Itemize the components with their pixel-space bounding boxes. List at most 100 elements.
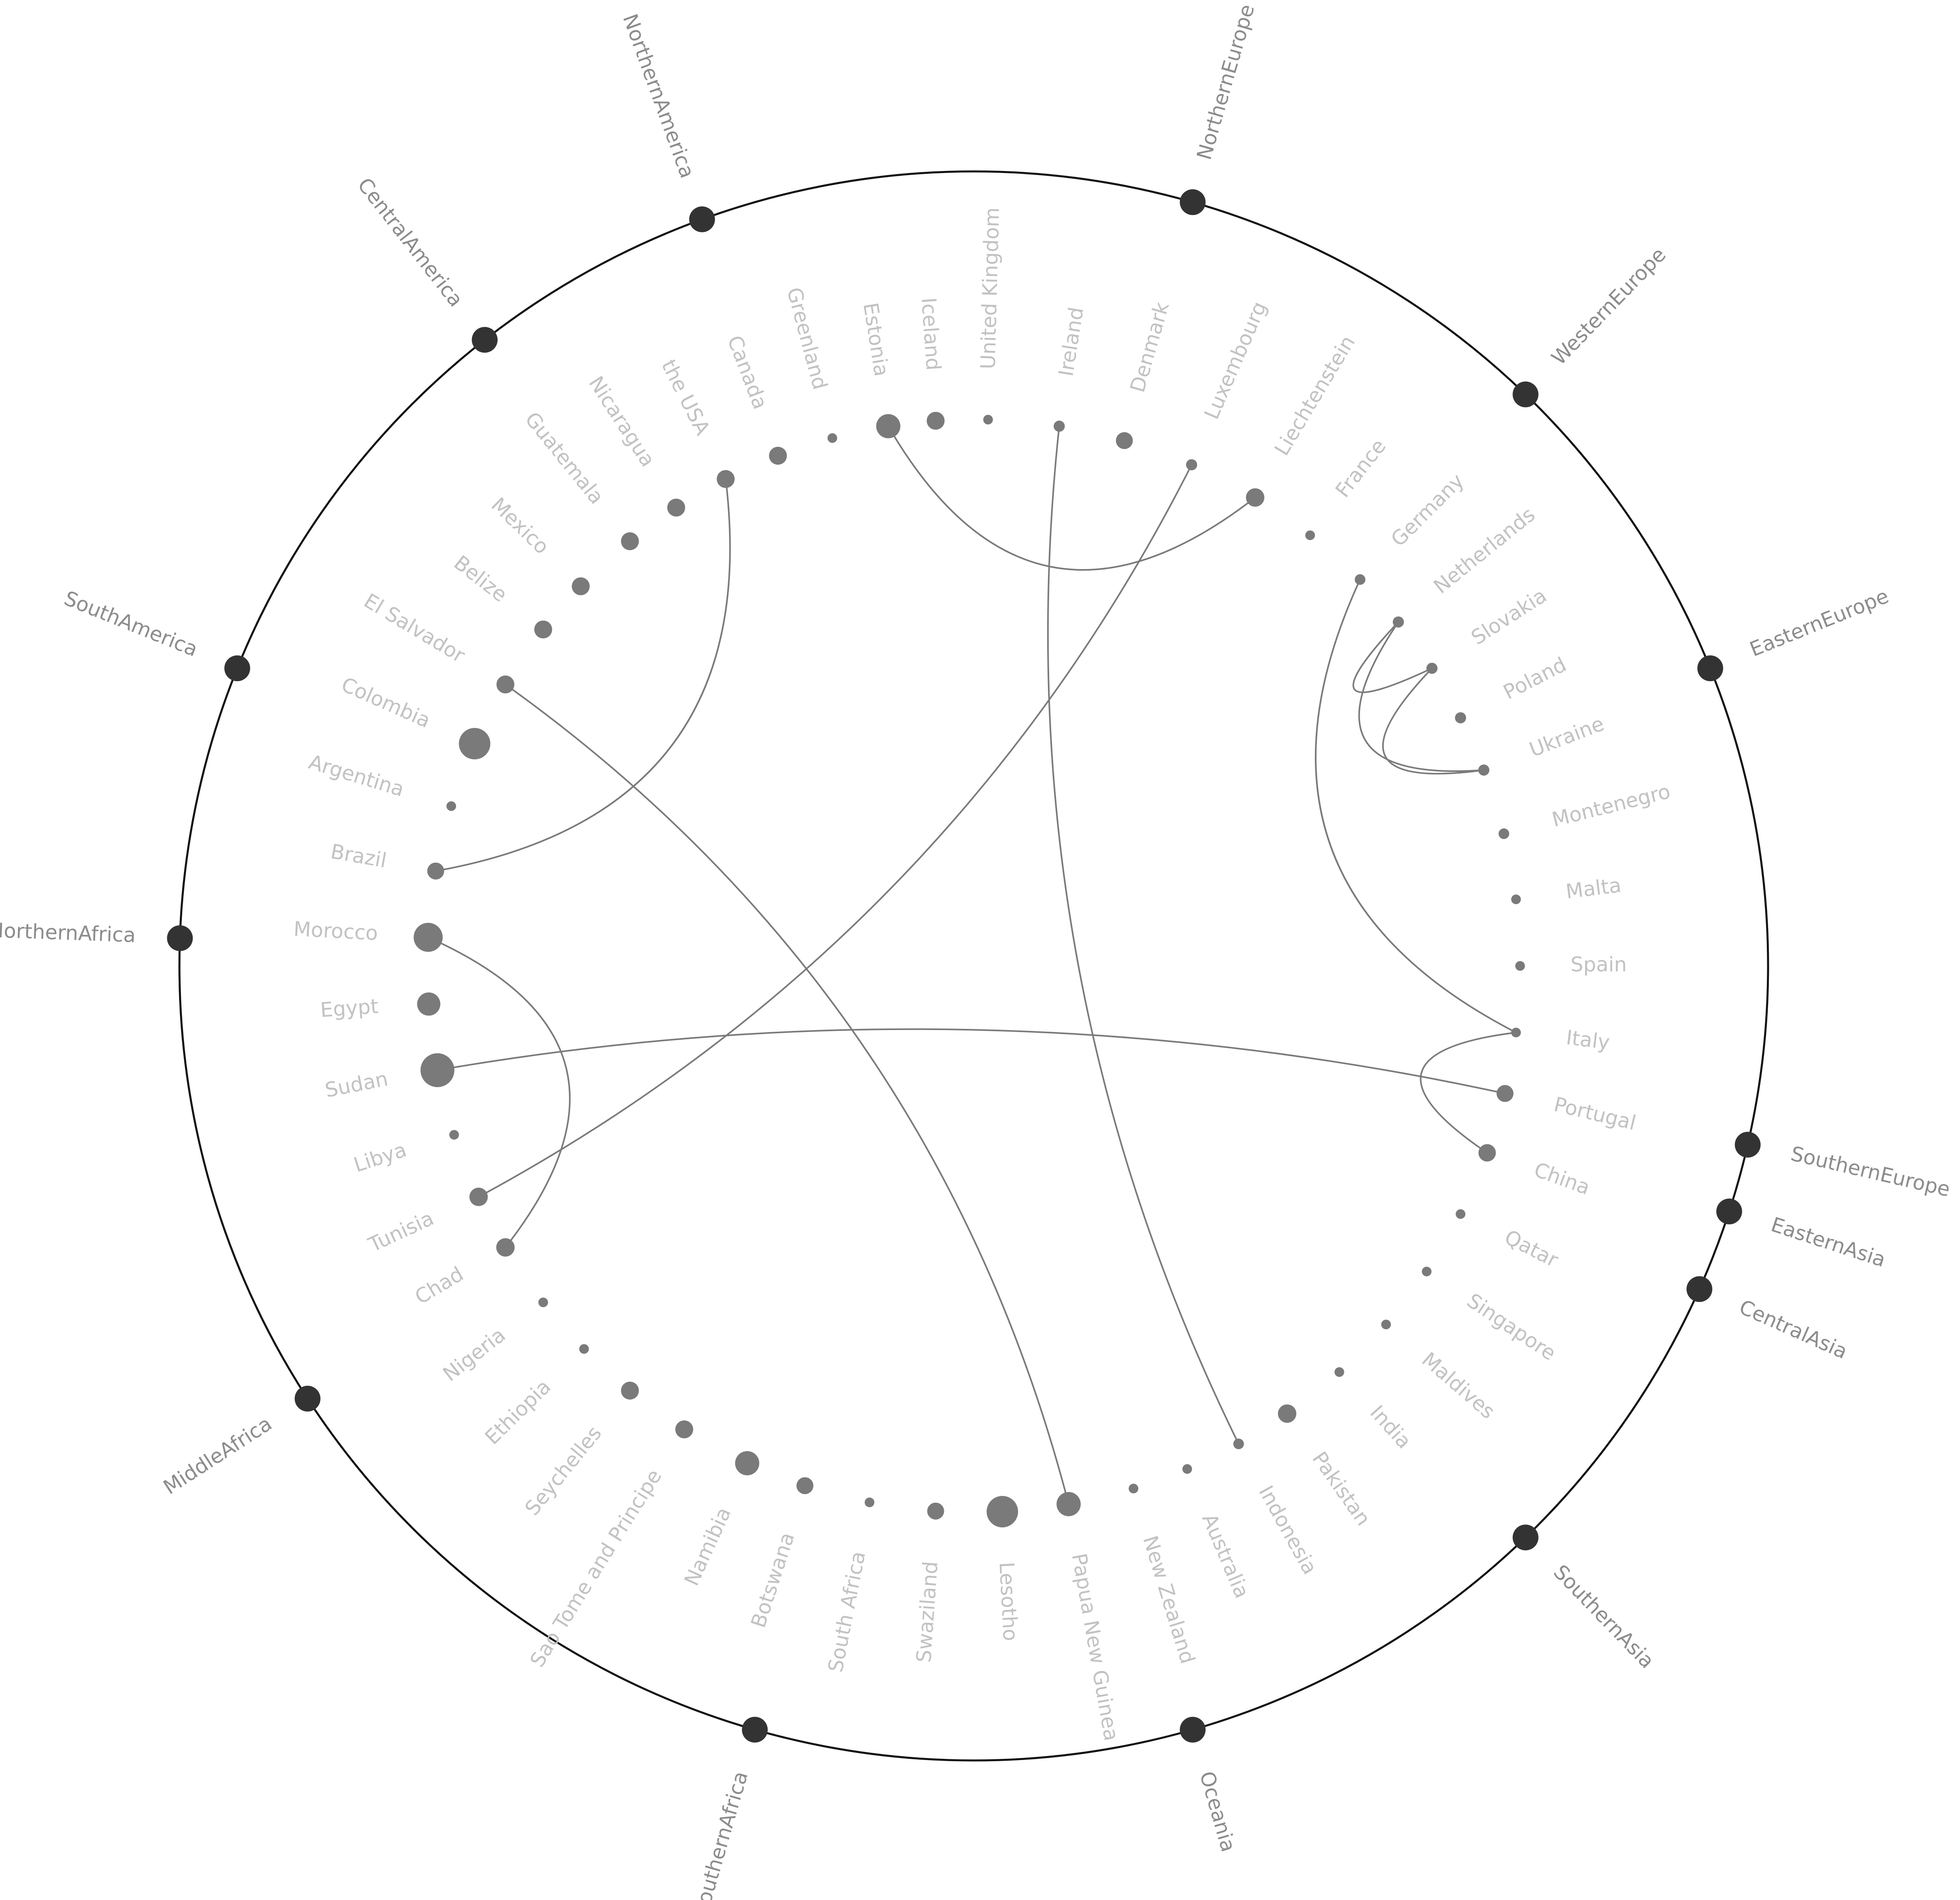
node-estonia[interactable] — [876, 414, 900, 438]
node-slovakia[interactable] — [1426, 663, 1438, 674]
node-maldives[interactable] — [1381, 1320, 1391, 1329]
country-label-montenegro: Montenegro — [1550, 780, 1673, 832]
country-label-papua-new-guinea: Papua New Guinea — [1067, 1552, 1123, 1743]
node-montenegro[interactable] — [1498, 828, 1509, 839]
node-namibia[interactable] — [735, 1451, 760, 1475]
node-poland[interactable] — [1455, 712, 1466, 724]
region-label-easterneurope: EasternEurope — [1746, 584, 1892, 661]
link-slovakia-to-ukraine — [1382, 667, 1484, 775]
node-india[interactable] — [1334, 1367, 1344, 1377]
region-marker-northernafrica[interactable] — [167, 925, 193, 951]
node-egypt[interactable] — [417, 992, 441, 1016]
node-belize[interactable] — [534, 620, 552, 639]
country-label-seychelles: Seychelles — [521, 1422, 606, 1520]
region-marker-northerneurope[interactable] — [1180, 189, 1206, 215]
country-label-estonia: Estonia — [859, 301, 894, 378]
node-brazil[interactable] — [427, 862, 444, 880]
region-label-northerneurope: NorthernEurope — [1192, 2, 1259, 162]
node-singapore[interactable] — [1422, 1266, 1432, 1276]
region-marker-centralamerica[interactable] — [472, 327, 498, 353]
node-portugal[interactable] — [1496, 1085, 1514, 1102]
country-label-liechtenstein: Liechtenstein — [1270, 332, 1360, 460]
region-marker-middleafrica[interactable] — [294, 1385, 321, 1412]
country-label-belize: Belize — [450, 551, 512, 607]
node-luxembourg[interactable] — [1186, 459, 1198, 471]
node-spain[interactable] — [1515, 961, 1525, 971]
country-labels-layer: United Kingdom Ireland Denmark LuxembourgLi… — [293, 207, 1673, 1742]
node-south-africa[interactable] — [864, 1497, 875, 1508]
node-malta[interactable] — [1511, 894, 1521, 904]
node-argentina[interactable] — [446, 801, 456, 811]
country-label-morocco: Morocco — [293, 917, 379, 945]
node-seychelles[interactable] — [621, 1381, 639, 1400]
region-marker-oceania[interactable] — [1180, 1716, 1206, 1743]
node-tunisia[interactable] — [469, 1187, 488, 1206]
node-ireland[interactable] — [1054, 420, 1065, 432]
region-label-southamerica: SouthAmerica — [61, 586, 201, 661]
country-label-spain: Spain — [1570, 953, 1627, 976]
node-botswana[interactable] — [796, 1477, 814, 1494]
node-pakistan[interactable] — [1278, 1404, 1296, 1423]
link-ireland-to-indonesia — [1047, 426, 1239, 1444]
link-sudan-to-portugal — [437, 1028, 1506, 1095]
node-lesotho[interactable] — [986, 1496, 1018, 1528]
country-label-colombia: Colombia — [338, 673, 434, 733]
region-marker-easternasia[interactable] — [1716, 1198, 1742, 1224]
region-marker-southerneurope[interactable] — [1735, 1132, 1761, 1158]
link-el-salvador-to-papua-new-guinea — [505, 684, 1070, 1504]
node-netherlands[interactable] — [1393, 616, 1404, 628]
region-marker-westerneurope[interactable] — [1512, 381, 1539, 407]
region-marker-northernamerica[interactable] — [689, 206, 715, 232]
region-marker-southernafrica[interactable] — [742, 1716, 768, 1743]
node-colombia[interactable] — [459, 728, 491, 759]
node-sudan[interactable] — [420, 1053, 454, 1087]
node-chad[interactable] — [496, 1238, 515, 1257]
node-mexico[interactable] — [572, 577, 590, 595]
node-sao-tome-and-principe[interactable] — [675, 1420, 694, 1439]
country-label-new-zealand: New Zealand — [1138, 1533, 1200, 1666]
node-iceland[interactable] — [927, 412, 945, 430]
node-papua-new-guinea[interactable] — [1056, 1492, 1081, 1516]
country-label-chad: Chad — [411, 1262, 467, 1309]
link-the-usa-to-brazil — [435, 479, 731, 872]
node-guatemala[interactable] — [621, 532, 639, 551]
country-label-tunisia: Tunisia — [365, 1206, 437, 1257]
country-label-swaziland: Swaziland — [912, 1560, 942, 1663]
node-italy[interactable] — [1511, 1028, 1521, 1038]
node-france[interactable] — [1305, 530, 1315, 540]
node-nigeria[interactable] — [538, 1297, 548, 1308]
node-china[interactable] — [1478, 1144, 1496, 1162]
node-ukraine[interactable] — [1478, 764, 1489, 776]
link-germany-to-italy — [1315, 579, 1516, 1033]
region-label-middleafrica: MiddleAfrica — [159, 1412, 276, 1499]
node-indonesia[interactable] — [1233, 1438, 1244, 1450]
node-united-kingdom[interactable] — [983, 415, 993, 425]
node-greenland[interactable] — [827, 433, 837, 443]
country-label-mexico: Mexico — [487, 493, 554, 559]
node-ethiopia[interactable] — [579, 1344, 589, 1354]
node-liechtenstein[interactable] — [1246, 488, 1264, 507]
node-denmark[interactable] — [1116, 432, 1133, 449]
node-nicaragua[interactable] — [667, 498, 685, 517]
country-label-iceland: Iceland — [917, 297, 945, 371]
node-germany[interactable] — [1354, 574, 1366, 585]
region-marker-southamerica[interactable] — [224, 655, 250, 681]
node-australia[interactable] — [1182, 1464, 1192, 1474]
node-swaziland[interactable] — [927, 1502, 944, 1520]
node-qatar[interactable] — [1456, 1209, 1466, 1219]
country-label-singapore: Singapore — [1463, 1289, 1560, 1365]
node-canada[interactable] — [769, 446, 787, 465]
region-marker-easterneurope[interactable] — [1697, 655, 1723, 681]
country-label-nicaragua: Nicaragua — [584, 372, 660, 471]
node-the-usa[interactable] — [717, 470, 735, 488]
country-label-libya: Libya — [351, 1138, 409, 1176]
region-marker-centralasia[interactable] — [1686, 1276, 1712, 1302]
node-libya[interactable] — [449, 1130, 459, 1140]
node-el-salvador[interactable] — [496, 675, 514, 694]
link-italy-to-china — [1420, 1032, 1516, 1154]
node-new-zealand[interactable] — [1129, 1483, 1139, 1493]
node-morocco[interactable] — [413, 923, 443, 952]
country-label-ireland: Ireland — [1054, 305, 1088, 378]
region-marker-southernasia[interactable] — [1512, 1525, 1539, 1551]
region-label-centralasia: CentralAsia — [1736, 1295, 1851, 1364]
